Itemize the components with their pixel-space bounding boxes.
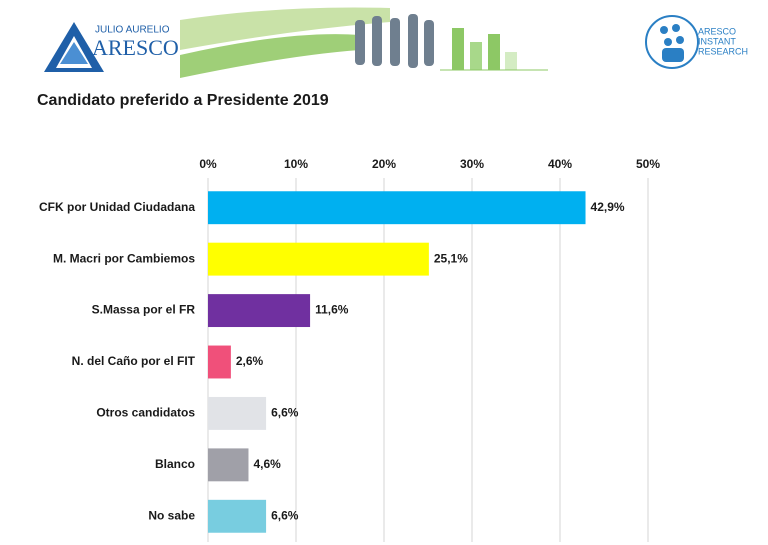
bar: [208, 499, 267, 533]
x-tick-label: 20%: [372, 157, 396, 171]
value-label: 4,6%: [253, 457, 281, 471]
y-tick-label: Otros candidatos: [96, 406, 195, 420]
y-tick-label: M. Macri por Cambiemos: [53, 251, 195, 265]
y-tick-label: CFK por Unidad Ciudadana: [39, 200, 195, 214]
value-label: 11,6%: [315, 303, 349, 317]
header-banner: [180, 7, 548, 78]
logo-text: JULIO AURELIO: [95, 25, 170, 36]
plot: 0% 10% 20% 30% 40% 50% CFK por Unidad Ciudadan…: [39, 157, 660, 542]
bar: [208, 242, 429, 276]
value-label: 6,6%: [271, 406, 299, 420]
value-label: 25,1%: [434, 251, 468, 265]
x-tick-label: 40%: [548, 157, 572, 171]
bar: [208, 396, 267, 430]
value-label: 6,6%: [271, 508, 299, 522]
bar: [208, 345, 231, 379]
logo-text: INSTANT: [698, 36, 736, 46]
bar: [208, 448, 249, 482]
bar: [208, 191, 586, 225]
y-tick-label: N. del Caño por el FIT: [72, 354, 196, 368]
logo-text: ARESCO: [698, 26, 736, 36]
header-logo-right: ARESCO INSTANT RESEARCH: [645, 15, 748, 69]
y-tick-label: No sabe: [148, 508, 195, 522]
x-tick-label: 10%: [284, 157, 308, 171]
header-logo-left: JULIO AURELIO ARESCO: [44, 22, 179, 72]
y-tick-label: Blanco: [155, 457, 195, 471]
x-tick-label: 50%: [636, 157, 660, 171]
value-label: 2,6%: [236, 354, 264, 368]
chart-title: Candidato preferido a Presidente 2019: [37, 92, 329, 109]
x-tick-label: 0%: [199, 157, 217, 171]
y-tick-label: S.Massa por el FR: [92, 303, 196, 317]
logo-text: RESEARCH: [698, 46, 748, 56]
x-tick-label: 30%: [460, 157, 484, 171]
value-label: 42,9%: [591, 200, 625, 214]
bar: [208, 294, 311, 328]
logo-text: ARESCO: [92, 35, 179, 60]
